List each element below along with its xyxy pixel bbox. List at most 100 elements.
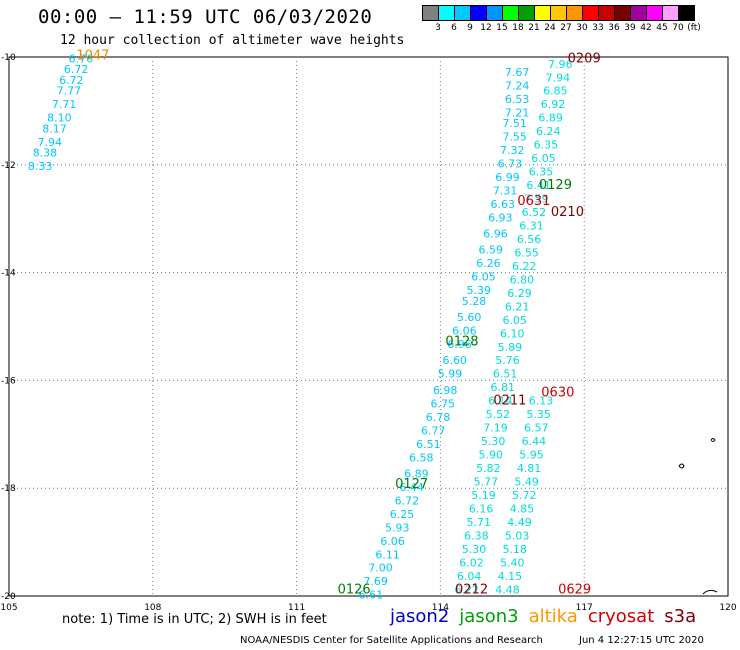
wave-height-value: 6.04 bbox=[457, 570, 482, 583]
wave-height-value: 6.22 bbox=[455, 583, 480, 596]
wave-height-value: 7.71 bbox=[52, 98, 77, 111]
wave-height-value: 6.10 bbox=[500, 327, 525, 340]
wave-height-value: 5.52 bbox=[486, 408, 511, 421]
legend-label: 24 bbox=[544, 23, 556, 33]
wave-height-value: 5.30 bbox=[462, 543, 487, 556]
pass-time-label: 1047 bbox=[76, 49, 109, 64]
satellite-label-jason3: jason3 bbox=[459, 606, 519, 627]
pass-time-label: 0126 bbox=[338, 582, 371, 597]
satellite-label-cryosat: cryosat bbox=[587, 606, 655, 627]
pass-time-label: 0209 bbox=[568, 51, 601, 66]
wave-height-value: 6.52 bbox=[522, 206, 547, 219]
satellite-label-jason2: jason2 bbox=[390, 606, 450, 627]
y-tick-label: -14 bbox=[1, 269, 16, 279]
legend-label: 18 bbox=[512, 23, 524, 33]
wave-height-value: 7.59 bbox=[524, 193, 549, 206]
wave-height-value: 7.51 bbox=[502, 117, 527, 130]
legend-swatch bbox=[678, 5, 695, 21]
wave-height-value: 6.53 bbox=[505, 93, 530, 106]
wave-height-value: 7.19 bbox=[483, 422, 508, 435]
wave-height-value: 6.11 bbox=[375, 548, 400, 561]
wave-height-value: 6.75 bbox=[431, 397, 456, 410]
wave-height-value: 8.10 bbox=[47, 112, 72, 125]
wave-height-value: 8.33 bbox=[28, 160, 53, 173]
wave-height-value: 6.93 bbox=[488, 211, 513, 224]
wave-height-value: 6.85 bbox=[543, 85, 568, 98]
wave-height-value: 6.58 bbox=[409, 451, 434, 464]
pass-time-label: 0211 bbox=[493, 394, 526, 409]
satellite-label-s3a: s3a bbox=[664, 606, 697, 627]
wave-height-value: 6.72 bbox=[59, 74, 84, 87]
x-tick-label: 120 bbox=[719, 603, 736, 613]
wave-height-value: 7.69 bbox=[363, 575, 388, 588]
wave-height-value: 7.00 bbox=[368, 562, 393, 575]
wave-height-value: 8.17 bbox=[42, 122, 67, 135]
wave-height-value: 6.06 bbox=[380, 535, 405, 548]
wave-height-value: 6.81 bbox=[490, 381, 515, 394]
wave-height-value: 5.30 bbox=[481, 435, 506, 448]
wave-height-value: 5.89 bbox=[498, 341, 523, 354]
wave-height-value: 6.25 bbox=[390, 508, 415, 521]
wave-height-value: 6.56 bbox=[517, 233, 542, 246]
pass-time-label: 0631 bbox=[517, 194, 550, 209]
wave-height-value: 6.41 bbox=[526, 179, 551, 192]
y-tick-label: -12 bbox=[1, 161, 16, 171]
legend-label: 33 bbox=[592, 23, 604, 33]
x-tick-label: 105 bbox=[0, 603, 17, 613]
coastline-island bbox=[710, 438, 716, 442]
credit-line: NOAA/NESDIS Center for Satellite Applica… bbox=[240, 635, 543, 646]
wave-height-value: 6.89 bbox=[404, 467, 429, 480]
y-tick-label: -16 bbox=[1, 376, 16, 386]
satellite-label-altika: altika bbox=[528, 606, 578, 627]
wave-height-value: 6.55 bbox=[514, 246, 539, 259]
wave-height-value: 6.44 bbox=[399, 481, 424, 494]
wave-height-value: 6.31 bbox=[519, 219, 544, 232]
wave-height-value: 5.19 bbox=[471, 489, 496, 502]
coastline-island bbox=[678, 463, 685, 469]
wave-height-value: 7.55 bbox=[502, 131, 527, 144]
wave-height-value: 7.24 bbox=[505, 79, 530, 92]
satellite-legend: jason2 jason3 altika cryosat s3a bbox=[390, 606, 706, 627]
legend-label: 12 bbox=[480, 23, 492, 33]
legend-swatches bbox=[422, 5, 695, 21]
map-frame bbox=[8, 56, 729, 597]
wave-height-value: 5.99 bbox=[438, 368, 463, 381]
wave-height-value: 6.78 bbox=[426, 411, 451, 424]
y-tick-label: -20 bbox=[1, 592, 16, 602]
wave-height-value: 6.63 bbox=[490, 198, 515, 211]
pass-time-label: 0129 bbox=[539, 178, 572, 193]
legend-label: 21 bbox=[528, 23, 540, 33]
wave-height-value: 5.95 bbox=[519, 449, 544, 462]
pass-time-label: 0127 bbox=[395, 477, 428, 492]
wave-height-value: 5.93 bbox=[385, 521, 410, 534]
wave-height-value: 5.39 bbox=[466, 284, 491, 297]
wave-height-value: 6.80 bbox=[510, 273, 535, 286]
wave-height-value: 6.02 bbox=[459, 556, 484, 569]
wave-height-value: 6.51 bbox=[493, 368, 518, 381]
map-subtitle: 12 hour collection of altimeter wave hei… bbox=[60, 33, 405, 48]
footer-note: note: 1) Time is in UTC; 2) SWH is in fe… bbox=[62, 612, 327, 627]
legend-label: 15 bbox=[496, 23, 508, 33]
wave-height-value: 5.76 bbox=[495, 354, 520, 367]
wave-height-value: 6.59 bbox=[478, 244, 503, 257]
timestamp: Jun 4 12:27:15 UTC 2020 bbox=[579, 635, 704, 646]
wave-height-value: 6.73 bbox=[498, 157, 523, 170]
wave-height-value: 5.60 bbox=[457, 311, 482, 324]
legend-label: 3 bbox=[435, 23, 441, 33]
wave-height-value: 6.99 bbox=[495, 171, 520, 184]
map-title: 00:00 – 11:59 UTC 06/03/2020 bbox=[38, 6, 373, 28]
legend-labels: 3 6 9 12 15 18 21 24 27 30 33 36 39 42 45 70 (ft) bbox=[422, 21, 701, 35]
x-tick-label: 108 bbox=[144, 603, 161, 613]
legend-label: 9 bbox=[467, 23, 473, 33]
wave-height-value: 6.05 bbox=[531, 152, 556, 165]
legend-label: 30 bbox=[576, 23, 588, 33]
wave-height-value: 6.57 bbox=[524, 422, 549, 435]
wave-height-value: 6.44 bbox=[522, 435, 547, 448]
wave-height-value: 6.21 bbox=[505, 300, 530, 313]
wave-height-value: 6.76 bbox=[69, 52, 94, 65]
legend-label: 27 bbox=[560, 23, 572, 33]
wave-height-value: 6.51 bbox=[416, 438, 441, 451]
pass-time-label: 0210 bbox=[551, 205, 584, 220]
wave-height-value: 6.96 bbox=[447, 338, 472, 351]
wave-height-value: 4.85 bbox=[510, 502, 535, 515]
